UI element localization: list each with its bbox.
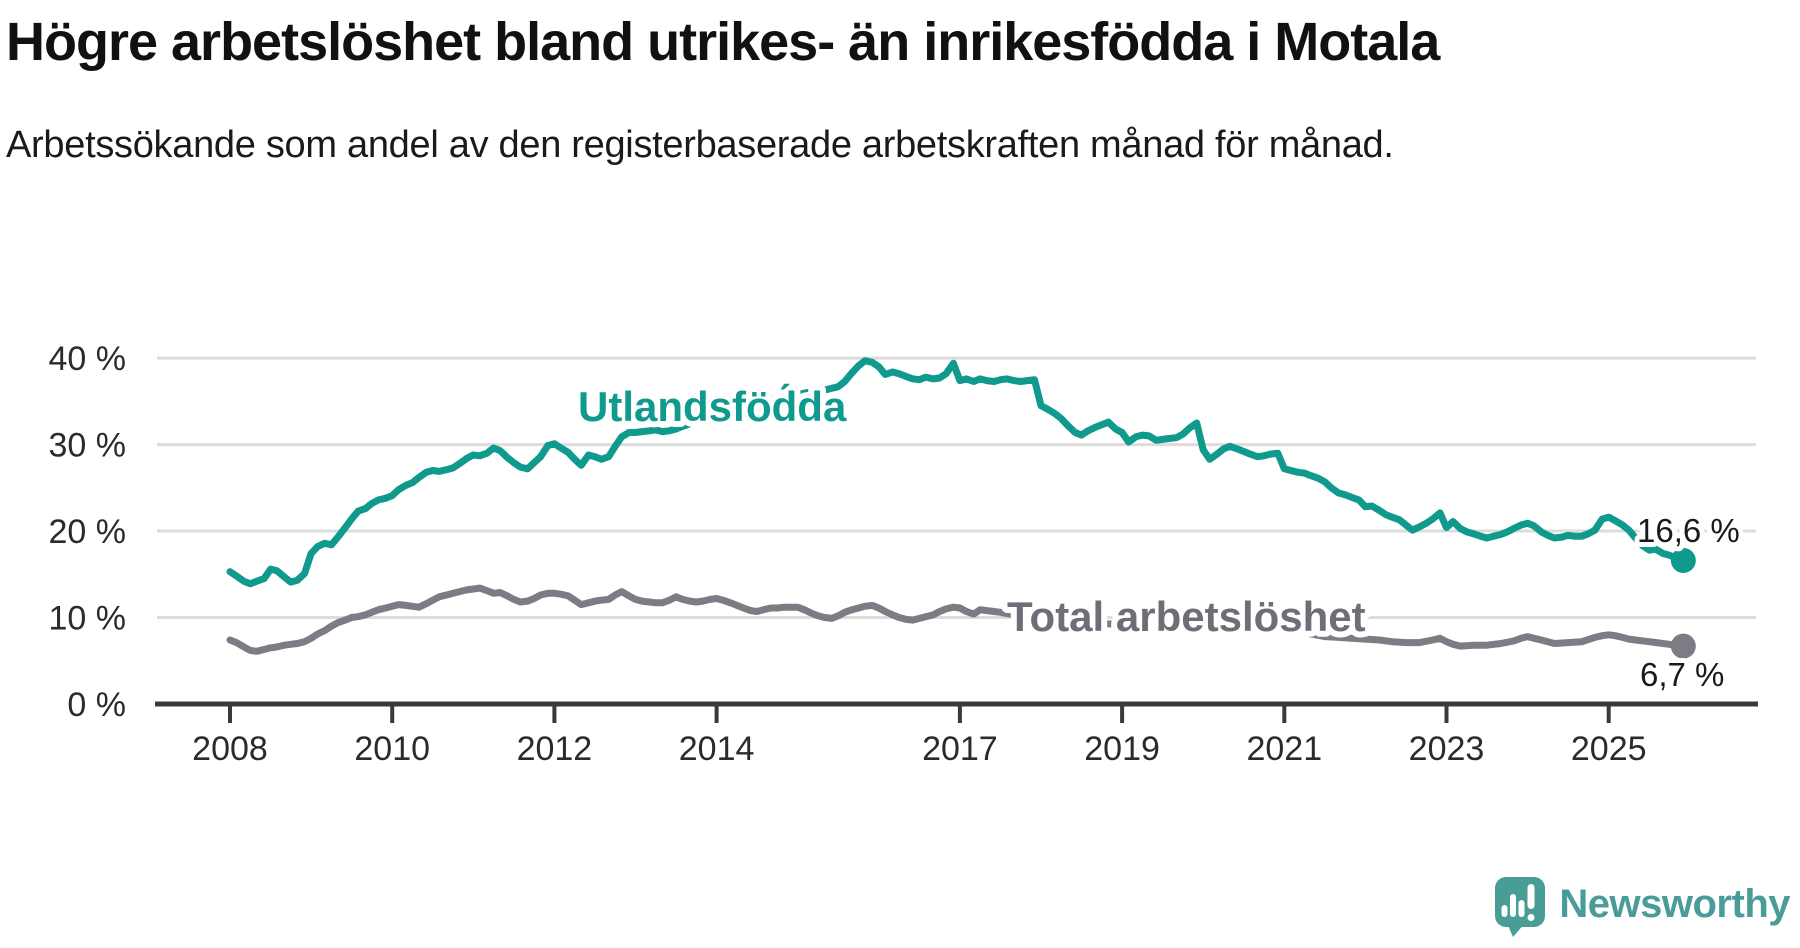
newsworthy-logo-icon [1495, 877, 1546, 937]
x-axis-label-2021: 2021 [1246, 730, 1322, 768]
end-value-label-total: 6,7 % [1640, 656, 1724, 693]
newsworthy-brand-text: Newsworthy [1559, 881, 1790, 926]
y-axis-label-40: 40 % [49, 340, 127, 378]
newsworthy-brand: Newsworthy [1495, 876, 1790, 940]
series-line-total [226, 584, 1687, 655]
series-end-dot-utlandsfodda [1670, 547, 1696, 573]
end-value-label-utlandsfodda: 16,6 % [1637, 512, 1740, 549]
x-axis-label-2023: 2023 [1409, 730, 1485, 768]
x-axis-label-2019: 2019 [1084, 730, 1160, 768]
x-axis-label-2017: 2017 [922, 730, 998, 768]
y-axis-label-10: 10 % [49, 600, 127, 638]
x-axis-label-2014: 2014 [679, 730, 755, 768]
series-line-utlandsfodda [226, 357, 1687, 588]
y-axis-label-0: 0 % [67, 686, 126, 724]
x-axis-label-2025: 2025 [1571, 730, 1647, 768]
x-axis-label-2010: 2010 [354, 730, 430, 768]
x-axis-label-2008: 2008 [192, 730, 268, 768]
page-title: Högre arbetslöshet bland utrikes- än inr… [6, 12, 1440, 72]
series-label-utlandsfodda: Utlandsföd́da [578, 382, 847, 430]
x-axis-label-2012: 2012 [517, 730, 593, 768]
series-end-dot-total [1670, 633, 1696, 659]
page-subtitle: Arbetssökande som andel av den registerb… [6, 124, 1394, 166]
y-axis-label-20: 20 % [49, 513, 127, 551]
y-axis-label-30: 30 % [49, 427, 127, 465]
series-label-total: Total arbetslöshet [1007, 593, 1366, 640]
